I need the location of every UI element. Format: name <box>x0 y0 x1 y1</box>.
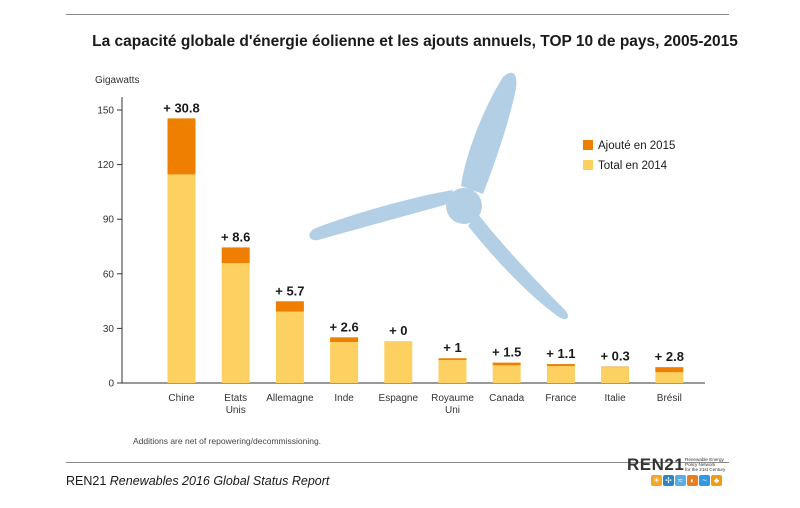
x-tick-label: Canada <box>489 393 524 404</box>
data-label: + 0 <box>389 323 407 338</box>
data-label: + 1.1 <box>546 346 575 361</box>
y-tick-label: 60 <box>103 269 115 280</box>
turbine-hub <box>446 188 482 224</box>
wind-turbine-graphic <box>309 72 569 320</box>
bar-total-2014 <box>330 342 359 383</box>
y-tick-label: 120 <box>97 160 114 171</box>
bar-total-2014 <box>601 367 630 383</box>
legend-label: Ajouté en 2015 <box>598 140 675 152</box>
bar-added-2015 <box>167 118 196 175</box>
logo-tagline-line: for the 21st Century <box>685 467 726 472</box>
bar-added-2015 <box>438 358 467 361</box>
data-label: + 2.6 <box>329 319 358 334</box>
chart: Gigawatts 0 30 60 90 120 150 + 30.8 Chine + 8.6 E… <box>95 72 705 416</box>
hydro-icon: ≈ <box>675 475 686 486</box>
data-label: + 1.5 <box>492 345 521 360</box>
y-tick-label: 150 <box>97 106 114 117</box>
data-label: + 30.8 <box>163 100 200 115</box>
bar-added-2015 <box>655 367 684 373</box>
bar-total-2014 <box>438 360 467 383</box>
x-tick-label: Espagne <box>379 393 419 404</box>
legend-box <box>571 128 699 180</box>
data-label: + 0.3 <box>600 349 629 364</box>
bar-total-2014 <box>492 365 521 383</box>
wave-icon: ~ <box>699 475 710 486</box>
logo-tagline-line: Policy Network <box>685 462 716 467</box>
bar-added-2015 <box>546 364 575 367</box>
data-label: + 5.7 <box>275 283 304 298</box>
y-tick-label: 0 <box>108 379 114 390</box>
source-org: REN21 <box>66 474 107 488</box>
bar-total-2014 <box>546 366 575 383</box>
source-report: Renewables 2016 Global Status Report <box>109 474 330 488</box>
source-citation: REN21 Renewables 2016 Global Status Repo… <box>66 474 329 488</box>
bar-added-2015 <box>275 301 304 312</box>
y-tick-label: 30 <box>103 324 115 335</box>
top-rule <box>66 14 729 15</box>
x-tick-label: Chine <box>168 393 195 404</box>
data-label: + 1 <box>443 340 461 355</box>
biomass-icon: ♣ <box>711 475 722 486</box>
bar-total-2014 <box>221 263 250 383</box>
logo-name: REN21 <box>627 455 685 474</box>
legend-swatch <box>583 160 593 170</box>
x-tick-label: Brésil <box>657 393 682 404</box>
turbine-blade-lower <box>468 214 569 320</box>
bar-added-2015 <box>330 337 359 343</box>
bar-added-2015 <box>492 362 521 366</box>
legend-swatch <box>583 140 593 150</box>
bar-added-2015 <box>601 366 630 368</box>
x-tick-label: Unis <box>226 405 246 416</box>
turbine-blade-left <box>309 190 453 241</box>
x-tick-label: France <box>545 393 577 404</box>
x-tick-label: Allemagne <box>266 393 314 404</box>
x-tick-label: Uni <box>445 405 460 416</box>
legend-label: Total en 2014 <box>598 160 668 172</box>
data-label: + 2.8 <box>655 349 684 364</box>
x-tick-label: Italie <box>605 393 627 404</box>
logo-tagline: Renewable Energy Policy Network for the … <box>685 457 735 472</box>
x-tick-label: Etats <box>224 393 247 404</box>
bar-total-2014 <box>384 341 413 383</box>
logo-icons: ☀ ✢ ≈ ◐ ~ ♣ <box>651 475 722 486</box>
bar-total-2014 <box>655 372 684 383</box>
ren21-logo: REN21 Renewable Energy Policy Network fo… <box>627 455 737 491</box>
y-tick-label: 90 <box>103 215 115 226</box>
y-axis-title: Gigawatts <box>95 75 139 86</box>
bar-total-2014 <box>167 174 196 383</box>
x-tick-label: Royaume <box>431 393 474 404</box>
bar-added-2015 <box>221 247 250 264</box>
data-label: + 8.6 <box>221 229 250 244</box>
bar-total-2014 <box>275 311 304 383</box>
bottom-rule <box>66 462 729 463</box>
footnote: Additions are net of repowering/decommis… <box>133 436 322 446</box>
chart-title: La capacité globale d'énergie éolienne e… <box>92 33 738 50</box>
wind-icon: ✢ <box>663 475 674 486</box>
x-tick-label: Inde <box>334 393 354 404</box>
logo-tagline-line: Renewable Energy <box>685 457 724 462</box>
geothermal-icon: ◐ <box>687 475 698 486</box>
sun-icon: ☀ <box>651 475 662 486</box>
turbine-blade-upper <box>461 72 517 194</box>
